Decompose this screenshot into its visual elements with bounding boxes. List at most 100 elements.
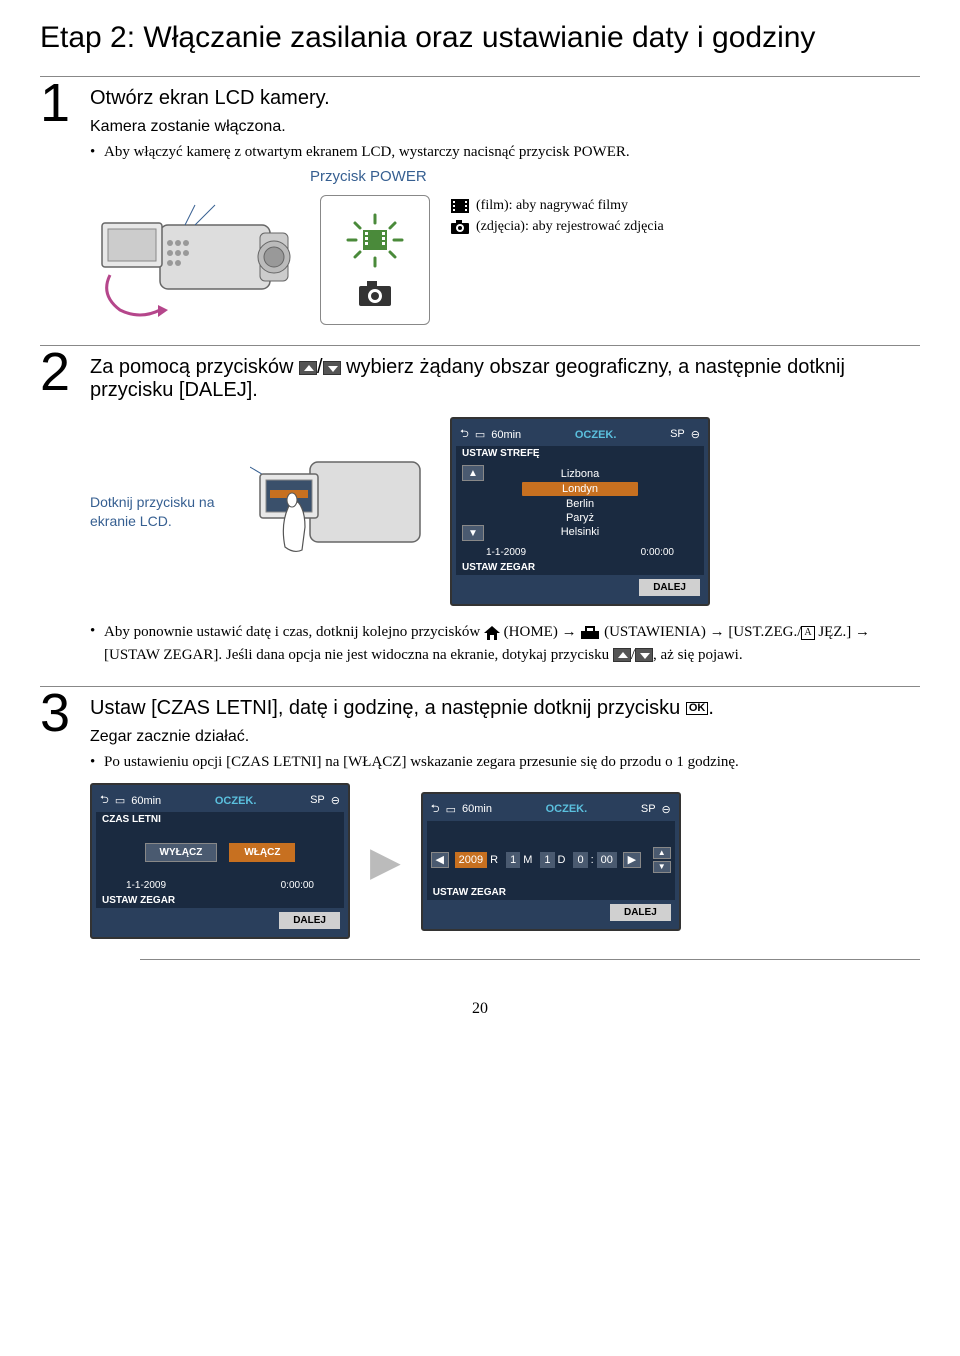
photo-mode-line: (zdjęcia): aby rejestrować zdjęcia bbox=[450, 216, 664, 237]
lcd-dt-sp: SP bbox=[641, 803, 656, 816]
lcd-dst-top: ⮌▭60min OCZEK. SP⊖ bbox=[96, 789, 344, 812]
dalej-button[interactable]: DALEJ bbox=[639, 579, 700, 596]
up-button-icon bbox=[299, 361, 317, 375]
dst-off-button[interactable]: WYŁĄCZ bbox=[145, 843, 218, 862]
step-2-bullets: Aby ponownie ustawić datę i czas, dotkni… bbox=[90, 621, 920, 666]
date-up-button[interactable]: ▲ bbox=[653, 847, 671, 859]
city-londyn: Londyn bbox=[462, 481, 698, 497]
step-1-bullet-1: Aby włączyć kamerę z otwartym ekranem LC… bbox=[90, 142, 920, 163]
s2b-post1: . Jeśli dana opcja nie jest widoczna na … bbox=[218, 647, 612, 663]
home-icon bbox=[484, 626, 500, 640]
lcd-dst-sp: SP bbox=[310, 794, 325, 807]
step-1-subheading: Kamera zostanie włączona. bbox=[90, 118, 920, 136]
step-2-bullet-1: Aby ponownie ustawić datę i czas, dotkni… bbox=[90, 621, 920, 666]
s2b-settings: (USTAWIENIA) bbox=[604, 624, 706, 640]
s2b-pre: Aby ponownie ustawić datę i czas, dotkni… bbox=[104, 624, 484, 640]
photo-mode-text: (zdjęcia): aby rejestrować zdjęcia bbox=[476, 216, 664, 237]
lcd-down-button[interactable]: ▼ bbox=[462, 525, 484, 541]
date-min[interactable]: 00 bbox=[597, 852, 617, 868]
boxed-a-icon: A bbox=[801, 626, 814, 640]
back-icon: ⮌ bbox=[100, 791, 109, 810]
disk-icon: ⊖ bbox=[331, 794, 340, 807]
date-right-button[interactable]: ▶ bbox=[623, 852, 641, 868]
up-button-icon-2 bbox=[613, 648, 631, 662]
lcd-date-screen: ⮌ ▭ 60min OCZEK. SP ⊖ ◀ 2009R 1M 1D 0:00 ▶ … bbox=[421, 792, 681, 931]
s3-head-post: . bbox=[708, 697, 714, 719]
lcd-dst-status: OCZEK. bbox=[215, 795, 257, 807]
step-3-bullet-1: Po ustawieniu opcji [CZAS LETNI] na [WŁĄ… bbox=[90, 752, 920, 773]
dst-dalej-button[interactable]: DALEJ bbox=[279, 912, 340, 929]
lcd-dst-date: 1-1-2009 bbox=[126, 880, 166, 891]
lcd-dst-screen: ⮌▭60min OCZEK. SP⊖ CZAS LETNI WYŁĄCZ WŁĄ… bbox=[90, 783, 350, 939]
battery-icon: ▭ bbox=[115, 794, 125, 807]
step-1-bullets: Aby włączyć kamerę z otwartym ekranem LC… bbox=[90, 142, 920, 163]
lcd-zegar-heading: USTAW ZEGAR bbox=[456, 560, 704, 575]
lcd-footer: DALEJ bbox=[456, 575, 704, 600]
date-left-button[interactable]: ◀ bbox=[431, 852, 449, 868]
disk-icon: ⊖ bbox=[662, 803, 671, 816]
step-3-bullets: Po ustawieniu opcji [CZAS LETNI] na [WŁĄ… bbox=[90, 752, 920, 773]
step-3-divider bbox=[140, 959, 920, 960]
step-2-number: 2 bbox=[40, 341, 70, 403]
lcd-up-button[interactable]: ▲ bbox=[462, 465, 484, 481]
date-month-label: M bbox=[521, 854, 534, 866]
city-helsinki: Helsinki bbox=[462, 525, 698, 539]
mode-descriptions: (film): aby nagrywać filmy (zdjęcia): ab… bbox=[450, 195, 664, 237]
step-3-subheading: Zegar zacznie działać. bbox=[90, 728, 920, 746]
lcd-date: 1-1-2009 bbox=[486, 547, 526, 558]
lcd-date-top: ⮌ ▭ 60min OCZEK. SP ⊖ bbox=[427, 798, 675, 821]
date-year-label: R bbox=[488, 854, 500, 866]
down-button-icon bbox=[323, 361, 341, 375]
date-hour[interactable]: 0 bbox=[573, 852, 587, 868]
date-month[interactable]: 1 bbox=[506, 852, 520, 868]
lcd-status: OCZEK. bbox=[575, 429, 617, 441]
film-mode-line: (film): aby nagrywać filmy bbox=[450, 195, 664, 216]
battery-icon: ▭ bbox=[475, 428, 485, 441]
city-berlin: Berlin bbox=[462, 497, 698, 511]
lcd-dst-clock: 0:00:00 bbox=[281, 880, 314, 891]
step-3-heading: Ustaw [CZAS LETNI], datę i godzinę, a na… bbox=[90, 697, 920, 720]
page-title: Etap 2: Włączanie zasilania oraz ustawia… bbox=[40, 20, 920, 56]
lcd-date-body: ◀ 2009R 1M 1D 0:00 ▶ ▲ ▼ bbox=[427, 835, 675, 885]
film-mode-icon bbox=[340, 213, 410, 268]
step-1-number: 1 bbox=[40, 72, 70, 134]
step-2-figure-row: Dotknij przycisku na ekranie LCD. ⮌ ▭ 60… bbox=[90, 417, 920, 606]
power-indicator-diagram bbox=[320, 195, 430, 325]
step-2: 2 Za pomocą przycisków / wybierz żądany … bbox=[40, 345, 920, 666]
camera-illustration bbox=[90, 195, 300, 325]
battery-icon: ▭ bbox=[446, 803, 456, 816]
step-1: 1 Otwórz ekran LCD kamery. Kamera zostan… bbox=[40, 76, 920, 325]
lcd-dst-body: WYŁĄCZ WŁĄCZ bbox=[96, 827, 344, 878]
s2b-home: (HOME) bbox=[504, 624, 558, 640]
back-icon: ⮌ bbox=[431, 800, 440, 819]
city-lizbona: Lizbona bbox=[462, 467, 698, 481]
date-dalej-button[interactable]: DALEJ bbox=[610, 904, 671, 921]
lcd-dt-time: 60min bbox=[462, 803, 492, 815]
disk-icon: ⊖ bbox=[691, 428, 700, 441]
date-day[interactable]: 1 bbox=[540, 852, 554, 868]
s2b-post2: , aż się pojawi. bbox=[653, 647, 743, 663]
lcd-dt-status: OCZEK. bbox=[546, 803, 588, 815]
dst-on-button[interactable]: WŁĄCZ bbox=[229, 843, 295, 862]
lcd-zone-screen: ⮌ ▭ 60min OCZEK. SP ⊖ USTAW STREFĘ ▲ ▼ L… bbox=[450, 417, 710, 606]
s2b-ar3: → bbox=[855, 624, 870, 640]
s2b-ar2: → bbox=[710, 624, 725, 640]
lcd-zone-body: ▲ ▼ Lizbona Londyn Berlin Paryż Helsinki bbox=[456, 461, 704, 545]
date-year[interactable]: 2009 bbox=[455, 852, 487, 868]
step-1-figures: (film): aby nagrywać filmy (zdjęcia): ab… bbox=[90, 195, 920, 325]
date-down-button[interactable]: ▼ bbox=[653, 861, 671, 873]
lcd-dst-zegar-heading: USTAW ZEGAR bbox=[96, 893, 344, 908]
film-mode-text: (film): aby nagrywać filmy bbox=[476, 195, 628, 216]
lcd-date-zegar-heading: USTAW ZEGAR bbox=[427, 885, 675, 900]
lcd-top-bar: ⮌ ▭ 60min OCZEK. SP ⊖ bbox=[456, 423, 704, 446]
toolbox-icon bbox=[580, 626, 600, 640]
lcd-city-list: Lizbona Londyn Berlin Paryż Helsinki bbox=[462, 467, 698, 539]
film-strip-icon bbox=[450, 198, 470, 214]
step-2-caption-col: Dotknij przycisku na ekranie LCD. bbox=[90, 493, 230, 529]
lcd-zone-heading: USTAW STREFĘ bbox=[456, 446, 704, 461]
lcd-clock: 0:00:00 bbox=[641, 547, 674, 558]
city-paryz: Paryż bbox=[462, 511, 698, 525]
down-button-icon-2 bbox=[635, 648, 653, 662]
s2b-ustzeg: [UST.ZEG./ bbox=[728, 624, 801, 640]
s2b-ustawzegar: [USTAW ZEGAR] bbox=[104, 647, 218, 663]
